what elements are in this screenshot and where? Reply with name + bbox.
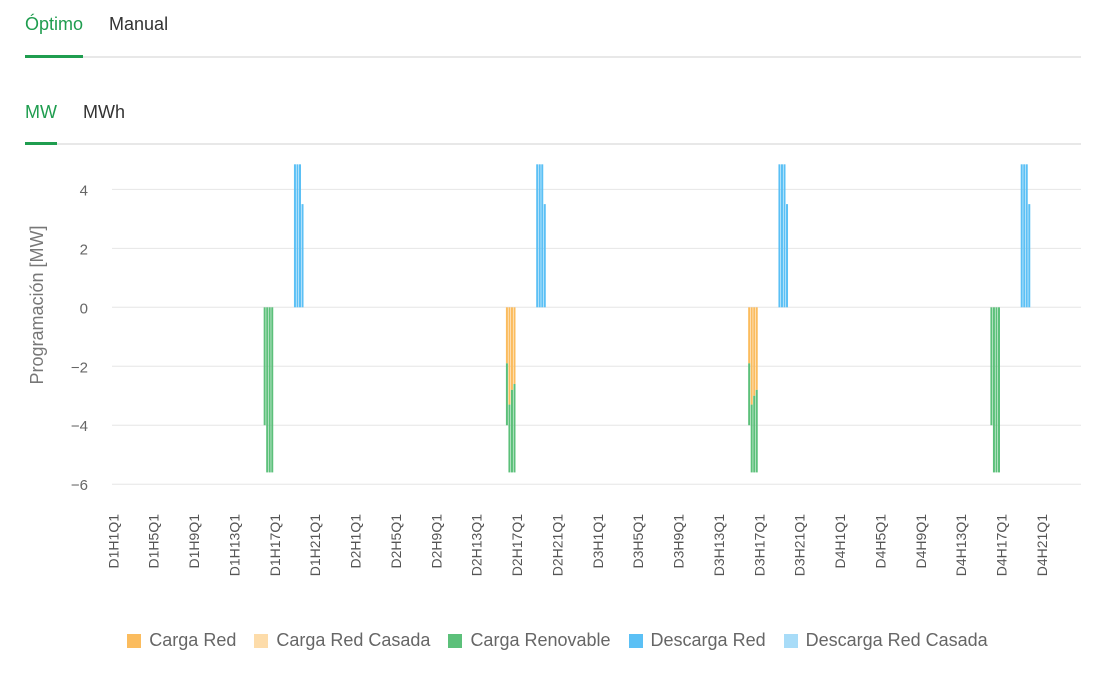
x-tick-label: D2H5Q1: [388, 514, 404, 569]
y-tick-label: 2: [80, 241, 88, 258]
x-tick-label: D4H5Q1: [872, 514, 888, 569]
legend-swatch-carga-renovable: [448, 633, 463, 648]
bar-carga-renovable[interactable]: [505, 363, 508, 426]
bar-descarga-red[interactable]: [1028, 204, 1031, 308]
x-tick-label: D2H13Q1: [469, 514, 485, 576]
x-tick-label: D4H21Q1: [1034, 514, 1050, 576]
unit-tabs: MW MWh: [25, 88, 1081, 145]
bar-descarga-red[interactable]: [296, 164, 299, 308]
bar-carga-renovable[interactable]: [268, 307, 271, 473]
bar-carga-red[interactable]: [750, 307, 753, 405]
bar-descarga-red[interactable]: [1023, 164, 1026, 308]
bar-carga-renovable[interactable]: [750, 404, 753, 473]
bar-carga-red[interactable]: [748, 307, 751, 364]
bar-carga-renovable[interactable]: [755, 389, 758, 473]
bar-descarga-red[interactable]: [783, 164, 786, 308]
bar-descarga-red[interactable]: [536, 164, 539, 308]
legend-label-carga-red: Carga Red: [149, 630, 237, 650]
x-tick-label: D1H9Q1: [186, 514, 202, 569]
legend-swatch-descarga-red-casada: [783, 633, 798, 648]
x-tick-label: D3H9Q1: [671, 514, 687, 569]
bar-descarga-red[interactable]: [298, 164, 301, 308]
chart-legend: Carga Red Carga Red Casada Carga Renovab…: [0, 630, 1115, 651]
y-tick-label: −2: [71, 359, 88, 376]
x-tick-label: D4H1Q1: [832, 514, 848, 569]
bar-carga-renovable[interactable]: [992, 307, 995, 473]
x-tick-label: D2H17Q1: [509, 514, 525, 576]
y-tick-label: −4: [71, 418, 88, 435]
legend-item-descarga-red[interactable]: Descarga Red: [628, 630, 766, 651]
bar-descarga-red[interactable]: [786, 204, 789, 308]
y-axis-label: Programación [MW]: [27, 225, 47, 384]
x-tick-label: D1H5Q1: [146, 514, 162, 569]
bar-descarga-red[interactable]: [538, 164, 541, 308]
bar-descarga-red[interactable]: [1025, 164, 1028, 308]
main-tabs: Óptimo Manual: [25, 0, 1081, 58]
bar-carga-renovable[interactable]: [753, 395, 756, 473]
bar-carga-renovable[interactable]: [990, 307, 993, 426]
x-tick-label: D3H5Q1: [630, 514, 646, 569]
bar-carga-red[interactable]: [513, 307, 516, 384]
y-tick-label: 0: [80, 300, 88, 317]
legend-swatch-carga-red-casada: [254, 633, 269, 648]
bar-descarga-red[interactable]: [543, 204, 546, 308]
bar-carga-renovable[interactable]: [263, 307, 266, 426]
bar-carga-renovable[interactable]: [266, 307, 269, 473]
x-tick-label: D1H21Q1: [307, 514, 323, 576]
legend-swatch-descarga-red: [628, 633, 643, 648]
bar-carga-renovable[interactable]: [508, 404, 511, 473]
bar-carga-red[interactable]: [510, 307, 513, 390]
tab-optimo[interactable]: Óptimo: [25, 0, 84, 58]
bar-descarga-red[interactable]: [301, 204, 304, 308]
bar-descarga-red[interactable]: [780, 164, 783, 308]
x-tick-label: D3H13Q1: [711, 514, 727, 576]
x-tick-label: D2H1Q1: [348, 514, 364, 569]
x-tick-label: D1H1Q1: [105, 514, 121, 569]
bar-carga-renovable[interactable]: [748, 363, 751, 426]
legend-item-carga-red[interactable]: Carga Red: [127, 630, 236, 651]
x-tick-label: D2H9Q1: [428, 514, 444, 569]
x-tick-label: D1H13Q1: [226, 514, 242, 576]
programacion-chart: 4 2 0 −2 −4 −6 Programación [MW] D1H1Q1 D1H5Q1 D1…: [27, 164, 1081, 576]
bar-carga-red[interactable]: [508, 307, 511, 405]
x-tick-label: D1H17Q1: [267, 514, 283, 576]
bar-carga-red[interactable]: [753, 307, 756, 396]
y-tick-label: 4: [80, 182, 88, 199]
bar-carga-red[interactable]: [505, 307, 508, 364]
legend-item-carga-renovable[interactable]: Carga Renovable: [448, 630, 611, 651]
legend-label-carga-red-casada: Carga Red Casada: [276, 630, 431, 650]
bar-carga-renovable[interactable]: [510, 389, 513, 473]
tab-mw[interactable]: MW: [25, 88, 57, 145]
bar-descarga-red[interactable]: [541, 164, 544, 308]
legend-label-descarga-red-casada: Descarga Red Casada: [805, 630, 988, 650]
tab-mwh[interactable]: MWh: [82, 102, 125, 122]
legend-label-carga-renovable: Carga Renovable: [470, 630, 611, 650]
x-tick-label: D3H1Q1: [590, 514, 606, 569]
bar-carga-red[interactable]: [755, 307, 758, 390]
x-tick-label: D4H13Q1: [953, 514, 969, 576]
y-tick-label: −6: [71, 477, 88, 494]
x-tick-label: D4H17Q1: [994, 514, 1010, 576]
bar-carga-renovable[interactable]: [995, 307, 998, 473]
bar-carga-renovable[interactable]: [513, 383, 516, 473]
tab-manual[interactable]: Manual: [109, 14, 169, 34]
bar-carga-renovable[interactable]: [271, 307, 274, 473]
legend-swatch-carga-red: [127, 633, 142, 648]
bar-descarga-red[interactable]: [1020, 164, 1023, 308]
legend-item-carga-red-casada[interactable]: Carga Red Casada: [254, 630, 430, 651]
legend-label-descarga-red: Descarga Red: [650, 630, 766, 650]
legend-item-descarga-red-casada[interactable]: Descarga Red Casada: [783, 630, 988, 651]
x-tick-label: D3H17Q1: [751, 514, 767, 576]
x-tick-label: D4H9Q1: [913, 514, 929, 569]
x-tick-label: D2H21Q1: [549, 514, 565, 576]
x-tick-label: D3H21Q1: [792, 514, 808, 576]
bar-descarga-red[interactable]: [778, 164, 781, 308]
bar-descarga-red[interactable]: [293, 164, 296, 308]
bar-carga-renovable[interactable]: [997, 307, 1000, 473]
